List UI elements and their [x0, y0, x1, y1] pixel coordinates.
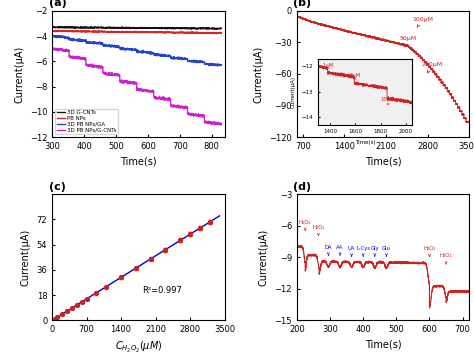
X-axis label: Time(s): Time(s)	[365, 340, 401, 350]
Text: UA: UA	[348, 246, 356, 256]
Text: 50μM: 50μM	[399, 36, 416, 47]
Text: (b): (b)	[293, 0, 311, 8]
Y-axis label: Current(μA): Current(μA)	[21, 229, 31, 286]
Text: Glu: Glu	[382, 246, 391, 256]
X-axis label: Time(s): Time(s)	[365, 157, 401, 167]
Text: (c): (c)	[49, 181, 65, 192]
Text: H₂O₂: H₂O₂	[423, 246, 436, 257]
Text: (a): (a)	[49, 0, 66, 8]
Legend: 3D G-CNTs, PB NPs, 3D PB NPs/GA, 3D PB NPs/G-CNTs: 3D G-CNTs, PB NPs, 3D PB NPs/GA, 3D PB N…	[55, 109, 118, 134]
Text: H₂O₂: H₂O₂	[299, 220, 311, 230]
Y-axis label: Current(μA): Current(μA)	[259, 229, 269, 286]
Text: H₂O₂: H₂O₂	[440, 253, 452, 264]
X-axis label: Time(s): Time(s)	[120, 157, 156, 167]
Text: R²=0.997: R²=0.997	[142, 285, 182, 294]
Text: H₂O₂: H₂O₂	[312, 225, 325, 235]
Text: L-Cys: L-Cys	[356, 246, 370, 256]
Text: (d): (d)	[293, 181, 311, 192]
X-axis label: $C_{H_2O_2}(\mu M)$: $C_{H_2O_2}(\mu M)$	[115, 340, 162, 355]
Y-axis label: Current(μA): Current(μA)	[14, 45, 24, 103]
Text: AA: AA	[336, 245, 344, 255]
Text: Gly: Gly	[371, 246, 379, 256]
Text: DA: DA	[325, 245, 332, 255]
Text: 100μM: 100μM	[412, 17, 433, 27]
Text: 200μM: 200μM	[422, 62, 443, 73]
Y-axis label: Current(μA): Current(μA)	[254, 45, 264, 103]
